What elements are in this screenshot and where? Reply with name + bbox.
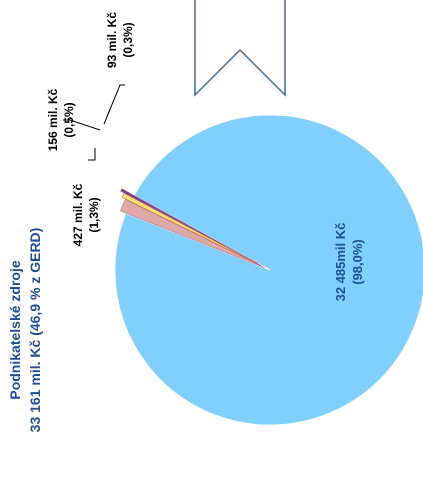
connector-3	[103, 84, 125, 125]
connector-2	[63, 119, 101, 131]
pie-slice-1	[119, 199, 265, 268]
slice-label-2-percent: (0,5%)	[62, 102, 76, 137]
label-connectors	[63, 84, 125, 161]
connector-1	[88, 148, 96, 161]
slice-label-1: 427 mil. Kč (1,3%)	[71, 183, 101, 246]
slice-label-2: 156 mil. Kč (0,5%)	[46, 88, 76, 151]
bookmark-shape	[194, 0, 286, 97]
slice-label-0-percent: (98,0%)	[350, 239, 365, 285]
slice-label-1-value: 427 mil. Kč	[71, 183, 85, 246]
pie-slices	[114, 114, 423, 426]
slice-labels: 32 485mil Kč (98,0%) 427 mil. Kč (1,3%) 156 …	[46, 12, 365, 302]
chart-title-line-2: 33 161 mil. Kč (46,9 % z GERD)	[27, 228, 43, 433]
pie-slice-3	[120, 188, 258, 264]
slice-label-1-percent: (1,3%)	[87, 197, 101, 232]
slice-label-2-value: 156 mil. Kč	[46, 88, 60, 151]
chart-title-line-1: Podnikatelské zdroje	[7, 260, 23, 399]
pie-slice-0	[114, 114, 423, 426]
slice-label-3: 93 mil. Kč (0,3%)	[105, 12, 135, 68]
slice-label-0: 32 485mil Kč (98,0%)	[333, 223, 365, 302]
slice-label-3-value: 93 mil. Kč	[105, 12, 119, 68]
slice-label-0-value: 32 485mil Kč	[333, 223, 348, 302]
slice-label-3-percent: (0,3%)	[121, 22, 135, 57]
pie-slice-2	[121, 192, 262, 266]
